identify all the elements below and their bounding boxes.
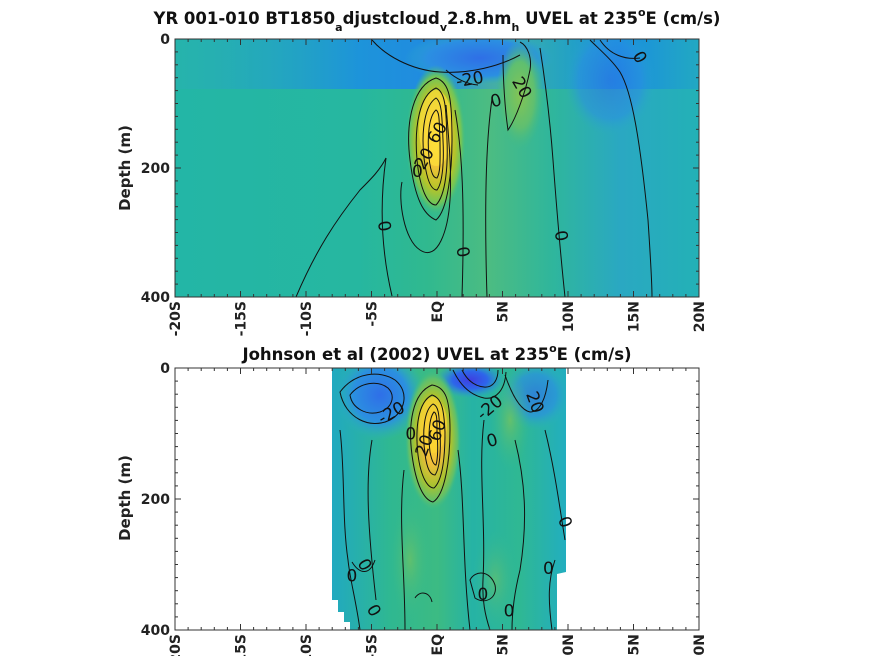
panel-2-field [332,368,566,630]
x-tick-label: 20N [692,634,708,656]
contour-label: 0 [504,601,515,621]
panel-1-ticks: -20S -15S -10S -5S EQ 5N 10N 15N 20N 0 200 400 [141,32,708,336]
y-tick-label: 0 [160,361,170,377]
x-tick-label: 15N [627,634,643,656]
y-tick-label: 0 [160,32,170,48]
panel-2-contours [339,369,566,630]
y-tick-label: 200 [141,161,170,177]
x-tick-label: 20N [692,301,708,332]
panel-2-ticks: -20S -15S -10S -5S EQ 5N 10N 15N 20N 0 200 400 [141,361,708,656]
contour-label: 0 [373,219,395,233]
x-tick-label: 10N [561,301,577,332]
contour-label: 0 [543,559,554,579]
x-tick-label: 15N [627,301,643,332]
y-tick-label: 200 [141,492,170,508]
panel-1-ylabel: Depth (m) [116,125,134,211]
contour-label: 0 [451,245,473,259]
x-tick-label: -10S [299,634,315,656]
x-tick-label: -20S [168,301,184,336]
x-tick-label: 10N [561,634,577,656]
x-tick-label: -15S [234,634,250,656]
contour-label: 0 [477,585,488,605]
x-tick-label: 5N [496,301,512,322]
panel-2-title: Johnson et al (2002) UVEL at 235oE (cm/s… [241,342,631,364]
panel-1-title: YR 001-010 BT1850adjustcloudv2.8.hmh UVE… [153,6,721,34]
x-tick-label: EQ [430,634,446,656]
contour-label: 0 [405,425,416,445]
y-tick-label: 400 [141,623,170,639]
contour-label: -20 [455,68,486,93]
contour-label: 0 [346,567,357,587]
contour-label: 0 [412,162,423,182]
panel-2-ylabel: Depth (m) [116,455,134,541]
panel-1-field [175,39,699,297]
panel-1-contours [295,39,653,297]
contour-label: 0 [550,229,572,243]
x-tick-label: -5S [365,634,381,656]
x-tick-label: EQ [430,301,446,323]
panel-2: Johnson et al (2002) UVEL at 235oE (cm/s… [116,342,708,656]
x-tick-label: -10S [299,301,315,336]
x-tick-label: -5S [365,301,381,327]
panel-1: YR 001-010 BT1850adjustcloudv2.8.hmh UVE… [116,6,720,336]
contour-label: 0 [484,430,500,452]
contour-label: 0 [488,90,504,112]
y-tick-label: 400 [141,290,170,306]
x-tick-label: 5N [496,634,512,655]
x-tick-label: -15S [234,301,250,336]
x-tick-label: -20S [168,634,184,656]
